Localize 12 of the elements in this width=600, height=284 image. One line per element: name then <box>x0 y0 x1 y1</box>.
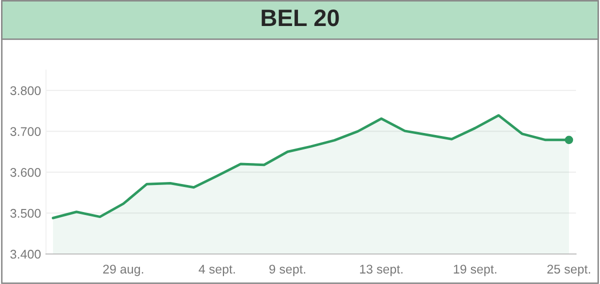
x-tick-label: 13 sept. <box>360 264 402 276</box>
x-tick-label: 9 sept. <box>269 264 306 276</box>
y-tick-label: 3.800 <box>10 86 41 96</box>
y-tick-label: 3.700 <box>10 127 41 136</box>
x-tick-label: 4 sept. <box>198 264 235 276</box>
y-tick-label: 3.400 <box>10 250 41 259</box>
y-tick-label: 3.500 <box>10 208 41 218</box>
x-tick-label: 19 sept. <box>454 264 496 276</box>
chart-title: BEL 20 <box>262 10 339 26</box>
y-tick-label: 3.600 <box>10 168 41 177</box>
x-tick-label: 29 aug. <box>103 264 144 276</box>
x-tick-label: 25 sept. <box>547 264 590 276</box>
